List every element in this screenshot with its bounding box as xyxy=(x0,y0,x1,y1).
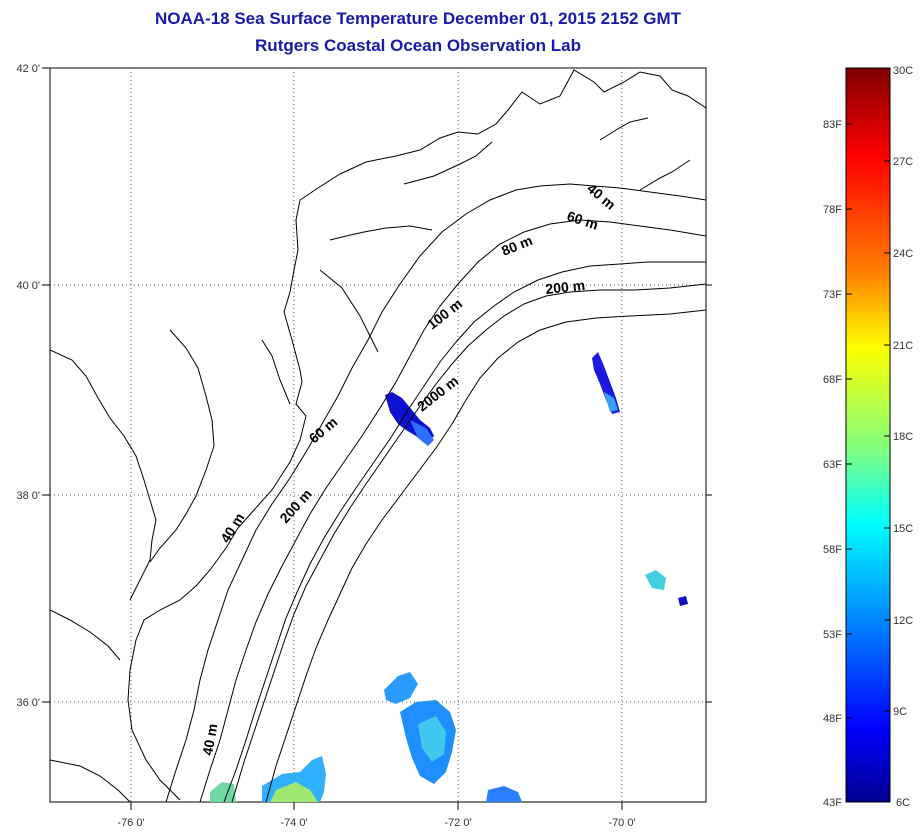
colorbar-f-label: 83F xyxy=(823,119,842,131)
lon-tick-label: -76 0' xyxy=(117,817,144,829)
sst-data-patches xyxy=(210,352,688,802)
contour-label: 40 m xyxy=(199,722,220,756)
contour-label: 200 m xyxy=(545,277,586,297)
lat-tick-label: 38 0' xyxy=(16,490,40,502)
map-frame xyxy=(49,67,707,803)
colorbar-f-label: 63F xyxy=(823,459,842,471)
lat-tick-label: 36 0' xyxy=(16,697,40,709)
map-title: NOAA-18 Sea Surface Temperature December… xyxy=(155,9,681,28)
colorbar-f-label: 53F xyxy=(823,629,842,641)
lat-tick-label: 40 0' xyxy=(16,280,40,292)
colorbar-c-label: 27C xyxy=(893,156,913,168)
colorbar-c-label: 12C xyxy=(893,615,913,627)
axis-ticks xyxy=(42,67,712,810)
colorbar-c-label: 9C xyxy=(893,706,907,718)
map-subtitle: Rutgers Coastal Ocean Observation Lab xyxy=(255,36,581,55)
colorbar-f-label: 78F xyxy=(823,204,842,216)
colorbar-c-label: 18C xyxy=(893,431,913,443)
colorbar-f-label: 73F xyxy=(823,289,842,301)
bathymetry-contours xyxy=(165,183,706,802)
colorbar-f-label: 58F xyxy=(823,544,842,556)
colorbar-c-label: 21C xyxy=(893,340,913,352)
colorbar-f-label: 48F xyxy=(823,713,842,725)
colorbar-c-label: 30C xyxy=(893,65,913,77)
colorbar-c-label: 24C xyxy=(893,248,913,260)
graticule xyxy=(50,68,706,802)
colorbar-f-label: 68F xyxy=(823,374,842,386)
lat-tick-label: 42 0' xyxy=(16,63,40,75)
colorbar-c-label: 15C xyxy=(893,523,913,535)
colorbar-c-label: 6C xyxy=(896,797,910,809)
colorbar-gradient xyxy=(845,67,891,803)
colorbar-f-label: 43F xyxy=(823,797,842,809)
colorbar: 83F 78F 73F 68F 63F 58F 53F 48F 43F 30C … xyxy=(823,65,913,809)
coastline xyxy=(50,69,706,802)
lon-tick-label: -74 0' xyxy=(280,817,307,829)
lon-tick-label: -70 0' xyxy=(608,817,635,829)
lon-tick-label: -72 0' xyxy=(444,817,471,829)
